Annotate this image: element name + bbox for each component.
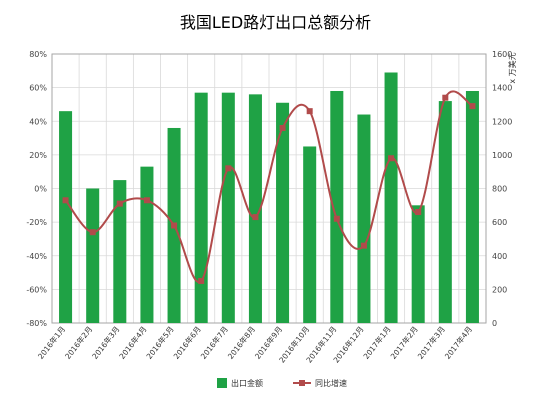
legend-label-growth-rate: 同比增速 xyxy=(315,378,347,388)
growth-rate-marker xyxy=(442,94,449,101)
bar xyxy=(221,92,235,323)
left-axis-tick-label: -40% xyxy=(26,252,47,261)
legend-marker-growth-rate xyxy=(299,380,305,386)
right-axis-tick-label: 800 xyxy=(492,185,507,194)
left-axis-tick-label: -80% xyxy=(26,319,47,328)
bar xyxy=(140,166,154,323)
left-axis-tick-label: 40% xyxy=(29,117,47,126)
growth-rate-marker xyxy=(143,197,150,204)
growth-rate-marker xyxy=(252,214,259,221)
bar xyxy=(357,114,371,324)
bar xyxy=(194,92,208,323)
growth-rate-marker xyxy=(171,222,178,229)
x-axis-tick-label: 2017年4月 xyxy=(442,324,474,361)
bar xyxy=(465,90,479,323)
growth-rate-marker xyxy=(198,277,205,284)
growth-rate-marker xyxy=(62,197,69,204)
growth-rate-marker xyxy=(360,242,367,249)
growth-rate-marker xyxy=(388,155,395,162)
right-axis-tick-label: 1600 xyxy=(492,50,512,59)
right-axis-tick-label: 600 xyxy=(492,218,507,227)
left-axis-tick-label: 60% xyxy=(29,84,47,93)
left-axis-tick-label: 80% xyxy=(29,50,47,59)
left-axis-tick-label: 0% xyxy=(34,185,47,194)
left-axis-tick-label: -60% xyxy=(26,285,47,294)
bar xyxy=(59,111,73,323)
chart-title: 我国LED路灯出口总额分析 xyxy=(180,13,371,32)
bar xyxy=(248,94,262,323)
bar xyxy=(86,188,100,323)
right-axis-tick-label: 1200 xyxy=(492,117,512,126)
bar xyxy=(330,90,344,323)
right-axis-tick-label: 1000 xyxy=(492,151,512,160)
growth-rate-marker xyxy=(279,124,286,131)
legend-label-export-amount: 出口金额 xyxy=(231,378,263,388)
bar xyxy=(384,72,398,324)
right-axis-tick-label: 400 xyxy=(492,252,507,261)
growth-rate-marker xyxy=(89,229,96,236)
bar xyxy=(303,146,317,323)
growth-rate-marker xyxy=(306,108,313,115)
bar xyxy=(438,101,452,323)
growth-rate-marker xyxy=(116,200,123,207)
bar xyxy=(113,180,127,323)
right-axis-tick-label: 0 xyxy=(492,319,497,328)
plot-frame xyxy=(51,53,487,324)
right-axis-unit-label: x 万美元 xyxy=(507,52,517,83)
right-axis-tick-label: 1400 xyxy=(492,84,512,93)
growth-rate-marker xyxy=(333,215,340,222)
legend-swatch-export-amount xyxy=(217,378,227,388)
plot-area: -80% -60% -40% -20% 0% 20% 40% 60% 80% 0 200 400 600… xyxy=(26,50,512,388)
right-axis-tick-label: 200 xyxy=(492,285,507,294)
bar xyxy=(411,205,425,323)
growth-rate-marker xyxy=(225,165,232,172)
left-axis-tick-label: -20% xyxy=(26,218,47,227)
growth-rate-marker xyxy=(415,209,422,216)
left-axis-tick-label: 20% xyxy=(29,151,47,160)
bar xyxy=(276,102,290,323)
growth-rate-marker xyxy=(469,103,476,110)
